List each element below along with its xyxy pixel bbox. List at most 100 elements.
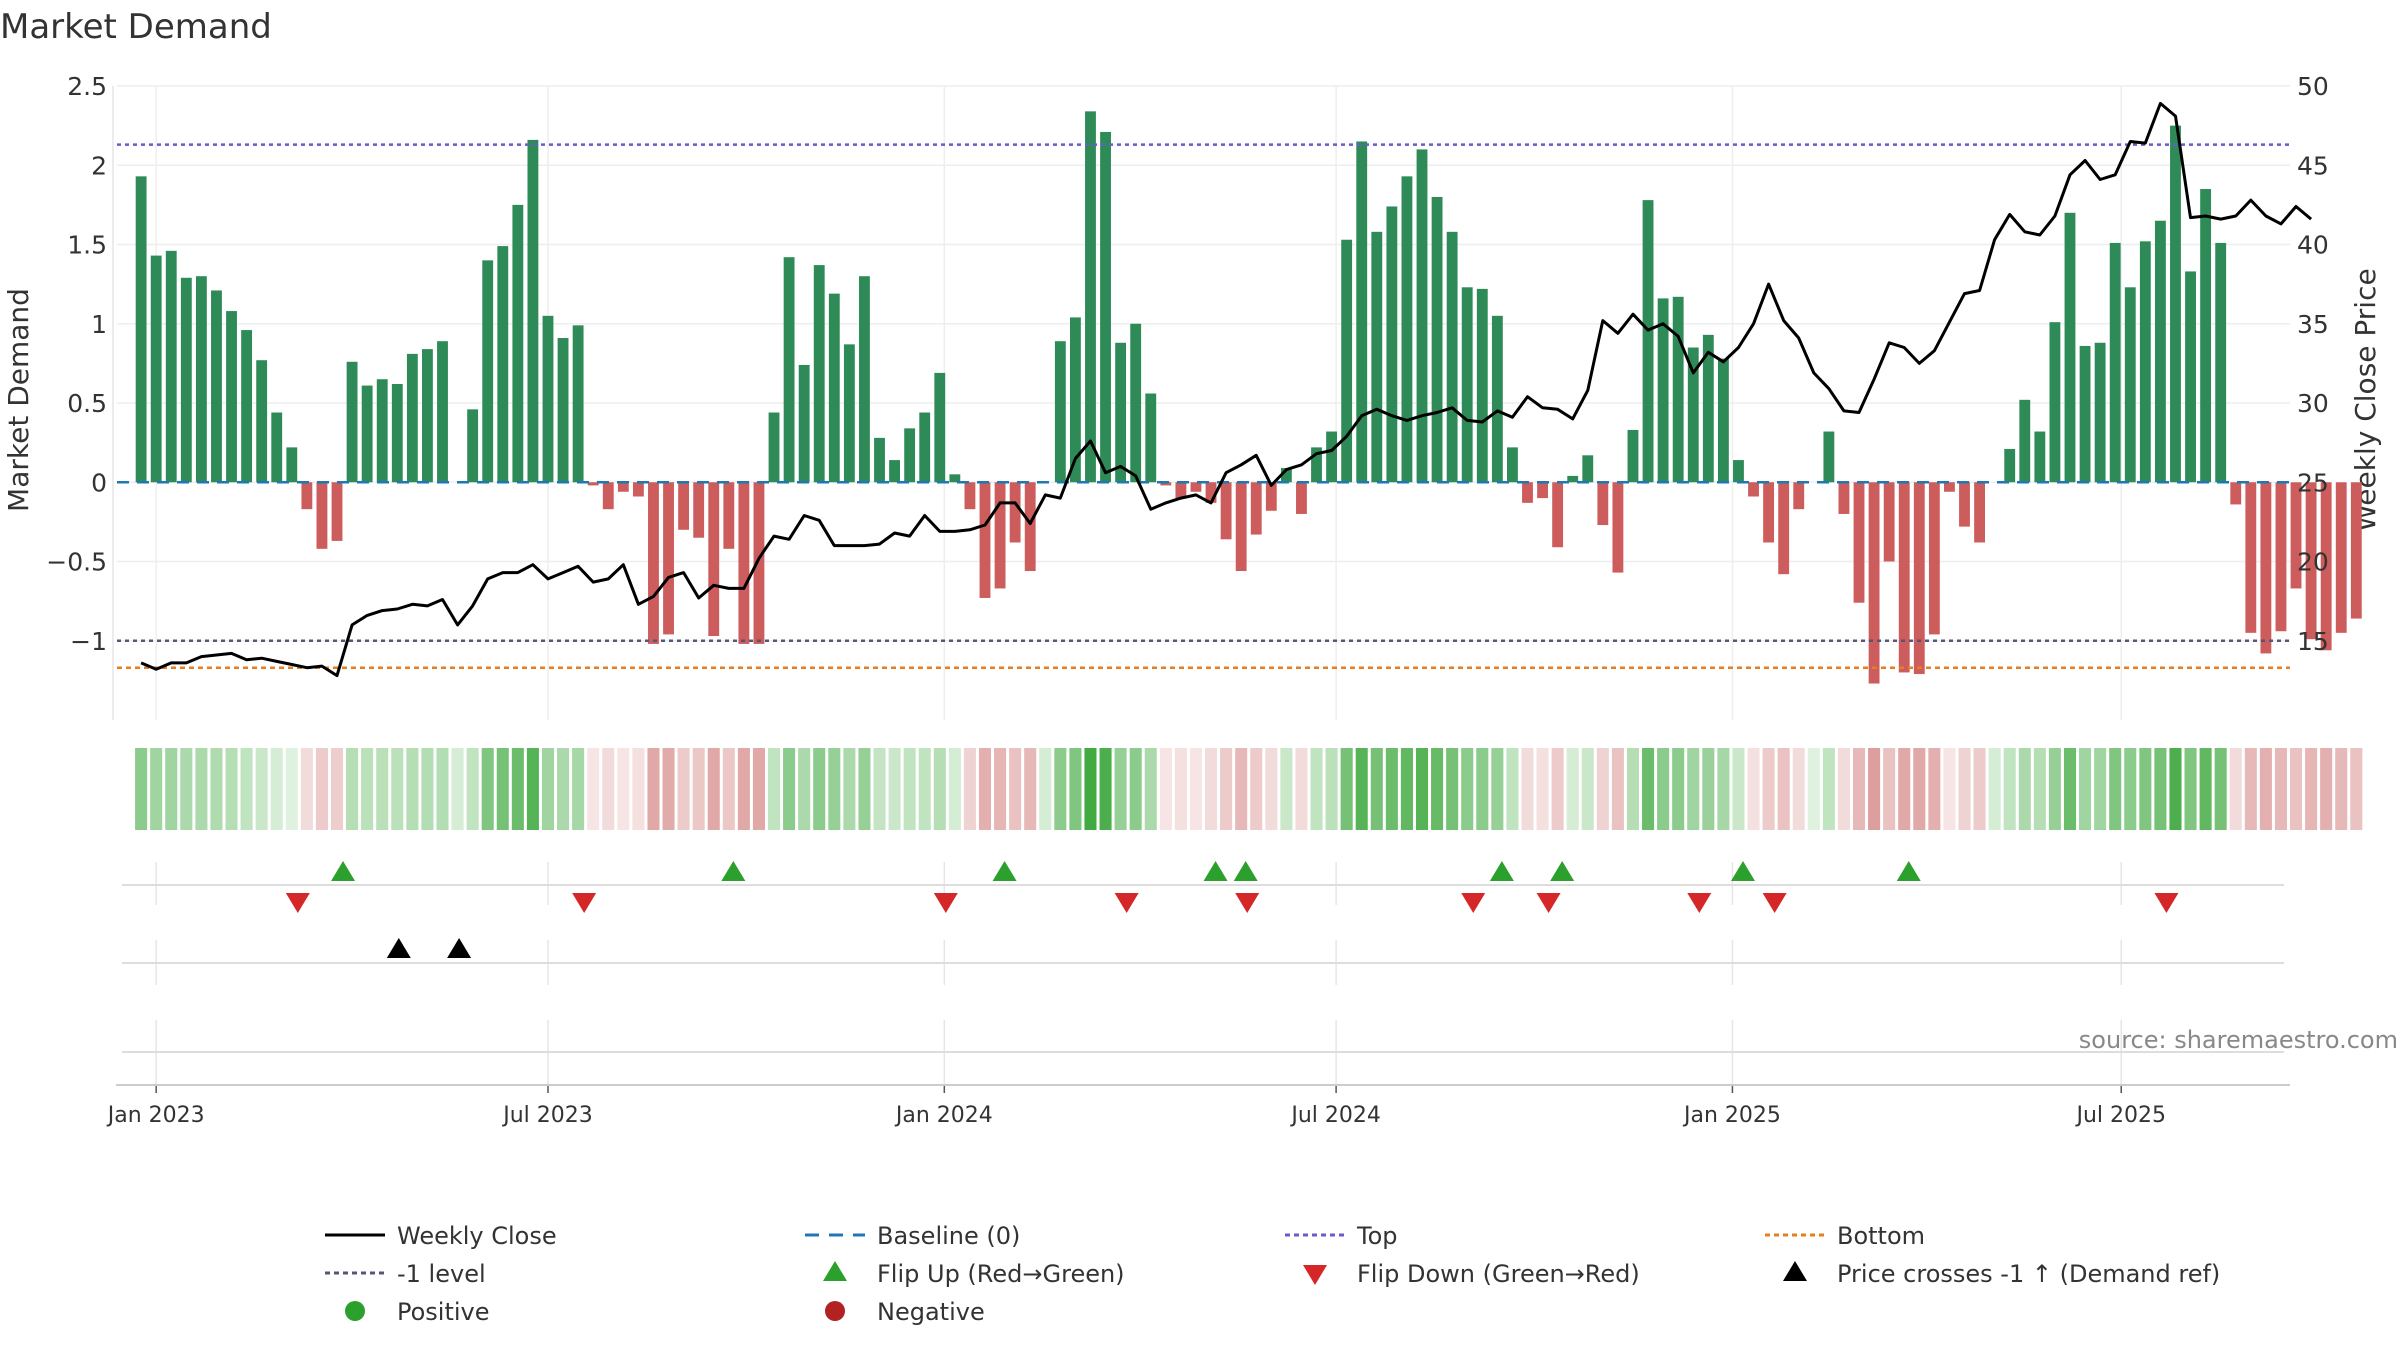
demand-bar	[1974, 482, 1985, 543]
heat-cell	[330, 748, 344, 830]
demand-bar	[241, 330, 253, 483]
heat-cell	[1461, 748, 1474, 830]
heat-cell	[707, 748, 720, 830]
heat-cell	[1039, 748, 1052, 830]
heat-cell	[1446, 748, 1459, 830]
heat-cell	[255, 748, 268, 830]
y-axis-label: Market Demand	[2, 288, 35, 512]
heat-cell	[1657, 748, 1670, 830]
demand-bar	[708, 482, 720, 636]
demand-bar	[1461, 287, 1473, 483]
demand-bar	[2139, 241, 2151, 483]
demand-bar	[422, 349, 433, 483]
heat-cell	[1732, 748, 1745, 830]
heat-cell	[918, 748, 931, 830]
heat-cell	[1913, 748, 1926, 830]
y-tick-label: −1	[70, 627, 107, 656]
heat-cell	[1084, 748, 1097, 830]
demand-bar	[1145, 393, 1157, 483]
heat-cell	[1250, 748, 1263, 830]
x-tick-label: Jan 2025	[1682, 1103, 1781, 1128]
demand-bar	[2094, 342, 2106, 483]
heat-cell	[2199, 748, 2212, 830]
heat-cell	[1295, 748, 1308, 830]
demand-bar	[391, 383, 403, 483]
heat-cell	[2018, 748, 2031, 830]
demand-bar	[617, 482, 629, 492]
demand-bar	[180, 277, 192, 483]
demand-bar	[1552, 482, 1564, 548]
heat-cell	[391, 748, 404, 830]
heat-cell	[2109, 748, 2122, 830]
heat-cell	[2154, 748, 2167, 830]
demand-bar	[753, 482, 765, 644]
heat-cell	[798, 748, 811, 830]
heat-cell	[677, 748, 690, 830]
demand-bar	[2064, 212, 2076, 483]
y-tick-label: 1.5	[67, 231, 107, 260]
demand-bar	[482, 260, 494, 483]
flip-down-marker	[1536, 893, 1561, 913]
demand-bar	[1069, 317, 1081, 483]
flip-up-marker	[992, 861, 1017, 881]
price-cross-marker	[386, 938, 411, 958]
heat-cell	[903, 748, 916, 830]
demand-bar	[2109, 242, 2121, 483]
heat-strip	[135, 748, 2363, 830]
heat-cell	[1024, 748, 1037, 830]
flip-down-marker	[285, 893, 310, 913]
heat-cell	[1355, 748, 1368, 830]
heat-cell	[662, 748, 675, 830]
demand-bar	[663, 482, 674, 635]
heat-cell	[1521, 748, 1534, 830]
demand-bar	[1431, 196, 1443, 483]
demand-bar	[1446, 231, 1458, 483]
demand-bar	[1733, 460, 1744, 483]
heat-cell	[632, 748, 645, 830]
legend-label: Positive	[397, 1298, 490, 1326]
demand-bar	[843, 344, 855, 483]
heat-cell	[1370, 748, 1383, 830]
flip-up-marker	[1896, 861, 1921, 881]
demand-bar	[1702, 334, 1714, 483]
demand-bar	[1612, 482, 1624, 573]
demand-bar	[2320, 482, 2332, 651]
heat-cell	[1687, 748, 1700, 830]
heat-cell	[1325, 748, 1338, 830]
demand-bar	[1356, 141, 1368, 483]
heat-cell	[285, 748, 298, 830]
heat-cell	[2079, 748, 2092, 830]
heat-cell	[2244, 748, 2257, 830]
heat-cell	[1898, 748, 1911, 830]
heat-cell	[978, 748, 992, 830]
heat-cell	[2350, 748, 2363, 830]
heat-cell	[2259, 748, 2272, 830]
flip-up-marker	[331, 861, 356, 881]
demand-bar	[1928, 482, 1940, 635]
demand-bar	[1296, 482, 1307, 514]
demand-bar	[211, 290, 222, 483]
heat-cell	[1626, 748, 1640, 830]
demand-bar	[1130, 323, 1142, 483]
heat-cell	[1235, 748, 1248, 830]
heat-cell	[1476, 748, 1489, 830]
flip-down-marker	[1114, 893, 1139, 913]
heat-cell	[1205, 748, 1218, 830]
heat-cell	[1415, 748, 1429, 830]
heat-cell	[1973, 748, 1986, 830]
heat-cell	[1400, 748, 1413, 830]
demand-bar	[527, 139, 539, 483]
demand-bar	[994, 482, 1006, 589]
x-tick-label: Jul 2024	[1289, 1103, 1381, 1128]
demand-bar	[1717, 358, 1729, 483]
heat-cell	[1717, 748, 1730, 830]
heat-cell	[511, 748, 524, 830]
demand-bar	[813, 265, 825, 483]
demand-bar	[783, 257, 795, 483]
heat-cell	[2184, 748, 2197, 830]
price-line-group	[140, 101, 2313, 678]
demand-bar	[1476, 288, 1488, 483]
heat-cell	[135, 748, 148, 830]
heat-cell	[2290, 748, 2303, 830]
demand-bar	[557, 338, 569, 483]
